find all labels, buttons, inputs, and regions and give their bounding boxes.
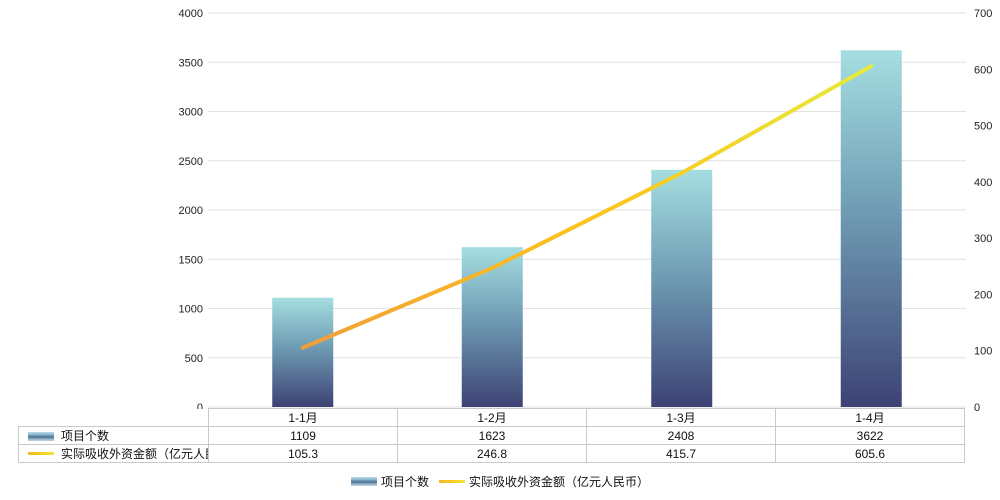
bar[interactable] xyxy=(840,50,902,407)
line-series-swatch-icon xyxy=(439,480,465,483)
right-axis-tick-label: 100 xyxy=(974,346,992,358)
bar-series-swatch-icon xyxy=(350,477,377,486)
left-axis-tick-label: 1000 xyxy=(179,304,203,316)
table-header-cell: 1-1月 xyxy=(208,408,398,427)
table-corner-cell xyxy=(18,408,209,427)
right-axis-tick-label: 200 xyxy=(974,289,992,301)
bar-series-swatch-icon xyxy=(28,432,54,441)
left-axis-tick-label: 4000 xyxy=(179,8,203,20)
right-axis-tick-label: 0 xyxy=(974,402,980,414)
left-axis-tick-label: 2500 xyxy=(179,156,203,168)
right-axis-tick-label: 500 xyxy=(974,121,992,133)
left-axis-tick-label: 1500 xyxy=(179,254,203,266)
table-cell: 2408 xyxy=(586,426,776,445)
table-cell: 246.8 xyxy=(397,444,587,463)
row-label-text: 实际吸收外资金额（亿元人民币） xyxy=(61,447,208,461)
legend-item-amount[interactable]: 实际吸收外资金额（亿元人民币） xyxy=(433,473,649,490)
bar[interactable] xyxy=(461,247,523,407)
left-axis-tick-label: 3500 xyxy=(179,57,203,69)
left-axis-tick-label: 500 xyxy=(185,353,203,365)
right-axis-tick-label: 600 xyxy=(974,64,992,76)
left-axis-tick-label: 0 xyxy=(197,402,203,414)
data-table: 1-1月 1-2月 1-3月 1-4月 项目个数 1109 1623 2408 … xyxy=(18,408,965,463)
table-header-cell: 1-4月 xyxy=(775,408,965,427)
table-cell: 3622 xyxy=(775,426,965,445)
table-row: 项目个数 1109 1623 2408 3622 xyxy=(18,426,965,445)
table-row-label-amount: 实际吸收外资金额（亿元人民币） xyxy=(18,444,209,463)
right-axis-tick-label: 700 xyxy=(974,8,992,20)
table-header-cell: 1-3月 xyxy=(586,408,776,427)
right-axis-tick-label: 400 xyxy=(974,177,992,189)
line-series-swatch-icon xyxy=(28,452,54,455)
table-cell: 605.6 xyxy=(775,444,965,463)
line-series[interactable] xyxy=(300,64,874,350)
table-header-cell: 1-2月 xyxy=(397,408,587,427)
table-cell: 105.3 xyxy=(208,444,398,463)
bar[interactable] xyxy=(272,297,334,407)
legend-label: 项目个数 xyxy=(380,475,429,489)
table-header-row: 1-1月 1-2月 1-3月 1-4月 xyxy=(18,408,965,427)
table-cell: 415.7 xyxy=(586,444,776,463)
legend: 项目个数 实际吸收外资金额（亿元人民币） xyxy=(0,473,1000,490)
table-cell: 1623 xyxy=(397,426,587,445)
table-cell: 1109 xyxy=(208,426,398,445)
legend-item-projects[interactable]: 项目个数 xyxy=(350,473,429,490)
table-row: 实际吸收外资金额（亿元人民币） 105.3 246.8 415.7 605.6 xyxy=(18,444,965,463)
table-row-label-projects: 项目个数 xyxy=(18,426,209,445)
left-axis-tick-label: 2000 xyxy=(179,205,203,217)
right-axis-tick-label: 300 xyxy=(974,233,992,245)
legend-label: 实际吸收外资金额（亿元人民币） xyxy=(469,475,650,489)
row-label-text: 项目个数 xyxy=(61,429,110,443)
combo-chart: 0 500 1000 1500 2000 2500 3000 3500 4000 0 100 200 3… xyxy=(179,8,993,414)
left-axis-tick-label: 3000 xyxy=(179,107,203,119)
bar[interactable] xyxy=(651,169,713,407)
